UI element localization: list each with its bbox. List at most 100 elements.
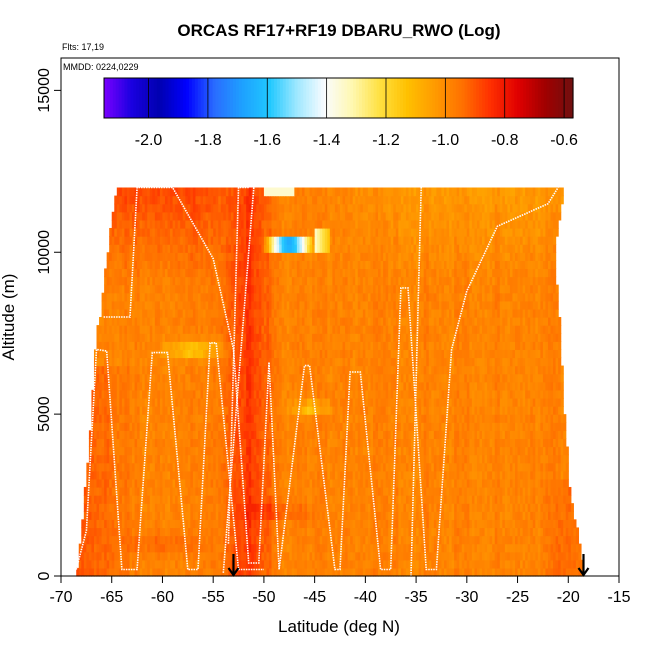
heatmap-cell [497, 462, 501, 472]
heatmap-cell [195, 551, 199, 561]
heatmap-cell [405, 511, 410, 520]
heatmap-cell [106, 511, 110, 520]
heatmap-cell [205, 527, 209, 537]
heatmap-cell [223, 527, 227, 537]
heatmap-cell [497, 478, 501, 488]
heatmap-cell [388, 478, 392, 488]
heatmap-cell [116, 559, 120, 569]
heatmap-cell [312, 414, 316, 423]
heatmap-cell [476, 519, 481, 529]
heatmap-cell [83, 486, 87, 496]
heatmap-cell [438, 365, 443, 375]
heatmap-cell [413, 462, 417, 472]
heatmap-cell [121, 422, 126, 431]
heatmap-cell [266, 470, 270, 480]
heatmap-cell [423, 446, 427, 456]
heatmap-cell [542, 389, 547, 399]
heatmap-cell [441, 365, 445, 375]
heatmap-cell [228, 381, 232, 391]
heatmap-cell [578, 559, 582, 569]
heatmap-cell [540, 462, 544, 472]
heatmap-cell [304, 486, 308, 496]
heatmap-cell [380, 559, 384, 569]
heatmap-cell [197, 422, 202, 431]
heatmap-cell [441, 543, 445, 553]
heatmap-cell [76, 567, 80, 577]
heatmap-cell [446, 414, 450, 423]
heatmap-cell [271, 422, 275, 431]
heatmap-cell [309, 454, 313, 464]
heatmap-cell [464, 462, 468, 472]
heatmap-cell [438, 454, 443, 464]
heatmap-cell [261, 422, 265, 431]
heatmap-cell [499, 406, 503, 415]
heatmap-cell [218, 462, 222, 472]
heatmap-cell [81, 567, 85, 577]
heatmap-cell [378, 373, 382, 383]
heatmap-cell [471, 454, 476, 464]
heatmap-cell [568, 543, 572, 553]
heatmap-cell [296, 381, 301, 391]
heatmap-cell [489, 543, 493, 553]
heatmap-cell [281, 535, 285, 545]
heatmap-cell [279, 486, 283, 496]
heatmap-cell [542, 478, 547, 488]
heatmap-cell [454, 406, 458, 415]
heatmap-cell [253, 470, 257, 480]
heatmap-cell [476, 422, 481, 431]
heatmap-cell [476, 527, 481, 537]
heatmap-cell [301, 430, 306, 440]
heatmap-cell [256, 454, 260, 464]
heatmap-cell [527, 462, 531, 472]
heatmap-cell [370, 527, 374, 537]
heatmap-cell [362, 406, 366, 415]
heatmap-cell [451, 430, 455, 440]
heatmap-cell [225, 422, 229, 431]
heatmap-cell [555, 373, 559, 383]
heatmap-cell [258, 397, 262, 407]
heatmap-cell [220, 503, 224, 512]
heatmap-cell [550, 511, 554, 520]
heatmap-cell [545, 454, 549, 464]
heatmap-cell [192, 470, 197, 480]
heatmap-cell [474, 519, 478, 529]
heatmap-cell [454, 527, 458, 537]
heatmap-cell [274, 414, 278, 423]
heatmap-cell [157, 365, 161, 375]
heatmap-cell [545, 365, 549, 375]
heatmap-cell [502, 365, 506, 375]
heatmap-cell [147, 389, 151, 399]
heatmap-cell [411, 567, 415, 577]
heatmap-cell [474, 406, 478, 415]
heatmap-cell [99, 567, 103, 577]
heatmap-cell [555, 535, 559, 545]
heatmap-cell [553, 397, 557, 407]
heatmap-cell [243, 446, 247, 456]
heatmap-cell [532, 519, 536, 529]
heatmap-cell [256, 478, 260, 488]
heatmap-cell [438, 511, 443, 520]
heatmap-cell [530, 535, 534, 545]
heatmap-cell [563, 454, 567, 464]
heatmap-cell [164, 365, 169, 375]
heatmap-cell [395, 446, 399, 456]
heatmap-cell [111, 406, 115, 415]
heatmap-cell [494, 486, 498, 496]
heatmap-cell [185, 365, 189, 375]
heatmap-cell [418, 527, 422, 537]
heatmap-cell [408, 567, 412, 577]
heatmap-cell [170, 535, 174, 545]
heatmap-cell [230, 389, 235, 399]
heatmap-cell [106, 414, 110, 423]
heatmap-cell [454, 397, 458, 407]
heatmap-cell [203, 406, 207, 415]
heatmap-cell [266, 406, 270, 415]
heatmap-cell [284, 389, 288, 399]
heatmap-cell [436, 495, 440, 504]
heatmap-cell [530, 389, 534, 399]
heatmap-cell [390, 535, 394, 545]
heatmap-cell [132, 446, 136, 456]
heatmap-cell [215, 406, 219, 415]
heatmap-cell [241, 486, 245, 496]
heatmap-cell [329, 373, 333, 383]
